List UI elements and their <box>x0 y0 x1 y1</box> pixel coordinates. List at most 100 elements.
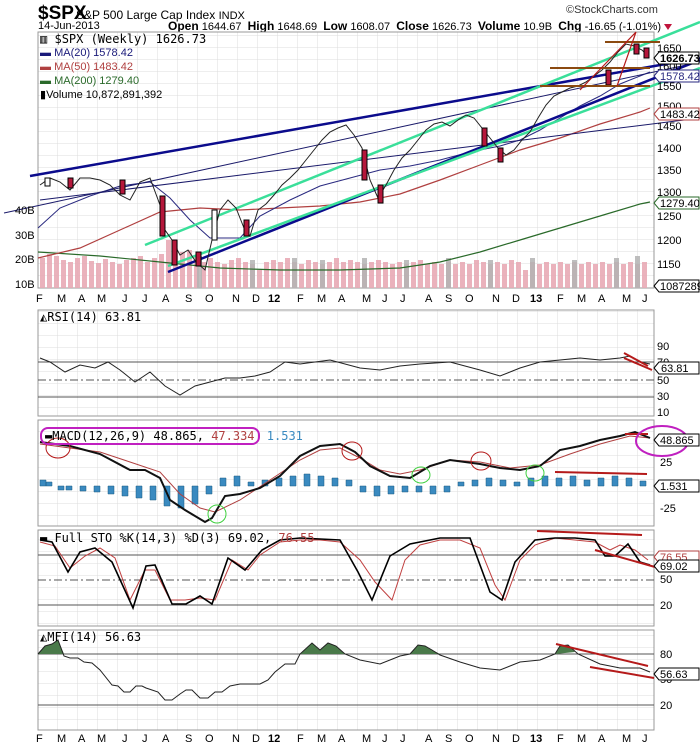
svg-text:80: 80 <box>660 649 672 661</box>
price-panel <box>3 20 700 289</box>
x-axis-top: F M A M J J A S O N D 12 F M A M J J A S O N D 13 F M A M J <box>36 293 648 305</box>
svg-text:1550: 1550 <box>657 81 681 93</box>
svg-text:F: F <box>297 733 304 745</box>
svg-text:O: O <box>465 293 474 305</box>
svg-text:69.02: 69.02 <box>660 561 688 573</box>
quote-date: 14-Jun-2013 <box>38 20 100 32</box>
svg-text:1350: 1350 <box>657 165 681 177</box>
svg-text:D: D <box>252 293 260 305</box>
macd-panel <box>37 419 689 527</box>
indicator-icon: ◭ <box>40 310 48 324</box>
svg-text:50: 50 <box>660 574 672 586</box>
svg-text:J: J <box>142 293 148 305</box>
down-arrow-icon <box>664 24 673 31</box>
svg-text:90: 90 <box>657 341 669 353</box>
svg-text:12: 12 <box>268 293 280 305</box>
svg-text:S: S <box>185 293 192 305</box>
svg-text:A: A <box>338 733 346 745</box>
svg-text:M: M <box>97 733 106 745</box>
svg-text:M: M <box>622 733 631 745</box>
svg-text:A: A <box>162 293 170 305</box>
chart-icon: ▥ <box>40 32 48 46</box>
brand-logo[interactable]: ©StockCharts.com <box>566 4 658 16</box>
chart-header: $SPX S&P 500 Large Cap Index INDX ©Stock… <box>0 0 700 33</box>
svg-text:1087289: 1087289 <box>660 281 700 293</box>
svg-text:-25: -25 <box>660 503 676 515</box>
svg-text:10: 10 <box>657 407 669 419</box>
svg-text:M: M <box>362 733 371 745</box>
svg-text:10B: 10B <box>15 279 35 291</box>
rsi-legend: ◭RSI(14) 63.81 <box>40 310 142 324</box>
x-axis-bottom: F M A M J J A S O N D 12 F M A M J J A S O N D 13 F M A M J <box>36 733 648 745</box>
svg-text:N: N <box>492 293 500 305</box>
svg-text:M: M <box>577 293 586 305</box>
svg-text:D: D <box>512 733 520 745</box>
svg-text:J: J <box>382 293 388 305</box>
svg-text:12: 12 <box>268 733 280 745</box>
svg-text:J: J <box>400 293 406 305</box>
svg-text:O: O <box>465 733 474 745</box>
svg-text:1626.73: 1626.73 <box>660 53 700 65</box>
index-name: S&P 500 Large Cap Index INDX <box>76 8 245 22</box>
svg-text:J: J <box>642 733 648 745</box>
svg-text:S: S <box>445 293 452 305</box>
svg-text:1.531: 1.531 <box>660 481 688 493</box>
svg-text:20: 20 <box>660 700 672 712</box>
price-tags: 1626.73 1578.42 1483.42 1279.40 1087289 <box>653 51 700 293</box>
rsi-panel <box>37 309 655 417</box>
svg-text:A: A <box>425 733 433 745</box>
ohlc-summary: Open 1644.67 High 1648.69 Low 1608.07 Cl… <box>168 19 673 33</box>
volume-icon: ▮ <box>40 89 47 101</box>
svg-text:M: M <box>317 733 326 745</box>
svg-text:63.81: 63.81 <box>661 363 689 375</box>
mfi-panel <box>37 629 655 731</box>
svg-text:S: S <box>445 733 452 745</box>
svg-text:56.63: 56.63 <box>660 669 688 681</box>
svg-text:J: J <box>122 733 128 745</box>
svg-text:1279.40: 1279.40 <box>660 198 700 210</box>
svg-text:F: F <box>36 733 43 745</box>
svg-text:A: A <box>162 733 170 745</box>
svg-text:1578.42: 1578.42 <box>660 71 700 83</box>
svg-text:13: 13 <box>530 733 542 745</box>
volume-axis: 40B 30B 20B 10B <box>15 205 35 291</box>
svg-text:M: M <box>577 733 586 745</box>
svg-text:48.865: 48.865 <box>660 435 694 447</box>
ma200-line <box>37 201 651 271</box>
sto-panel <box>37 529 656 627</box>
svg-text:A: A <box>78 733 86 745</box>
price-legend: ▥ $SPX (Weekly) 1626.73 ▬ MA(20) 1578.42… <box>40 32 207 102</box>
svg-text:A: A <box>598 293 606 305</box>
svg-text:J: J <box>642 293 648 305</box>
volume-bars <box>40 240 647 288</box>
svg-text:M: M <box>622 293 631 305</box>
svg-text:50: 50 <box>657 375 669 387</box>
svg-text:O: O <box>205 293 214 305</box>
svg-text:A: A <box>425 293 433 305</box>
svg-text:A: A <box>78 293 86 305</box>
svg-text:S: S <box>185 733 192 745</box>
svg-text:1450: 1450 <box>657 121 681 133</box>
svg-text:J: J <box>142 733 148 745</box>
candlesticks <box>39 43 650 271</box>
svg-text:J: J <box>122 293 128 305</box>
sto-legend: ▬ Full STO %K(14,3) %D(3) 69.02, 76.55 <box>40 531 315 545</box>
svg-text:M: M <box>362 293 371 305</box>
svg-text:F: F <box>297 293 304 305</box>
svg-text:F: F <box>36 293 43 305</box>
svg-text:1150: 1150 <box>657 259 681 271</box>
svg-text:A: A <box>338 293 346 305</box>
svg-text:1483.42: 1483.42 <box>660 109 700 121</box>
svg-text:F: F <box>557 733 564 745</box>
indicator-icon: ◭ <box>40 630 48 644</box>
svg-text:F: F <box>557 293 564 305</box>
svg-text:1400: 1400 <box>657 143 681 155</box>
svg-text:30: 30 <box>657 391 669 403</box>
svg-text:M: M <box>57 733 66 745</box>
svg-text:J: J <box>400 733 406 745</box>
svg-text:M: M <box>97 293 106 305</box>
mfi-legend: ◭MFI(14) 56.63 <box>40 630 142 644</box>
svg-text:O: O <box>205 733 214 745</box>
svg-text:M: M <box>57 293 66 305</box>
